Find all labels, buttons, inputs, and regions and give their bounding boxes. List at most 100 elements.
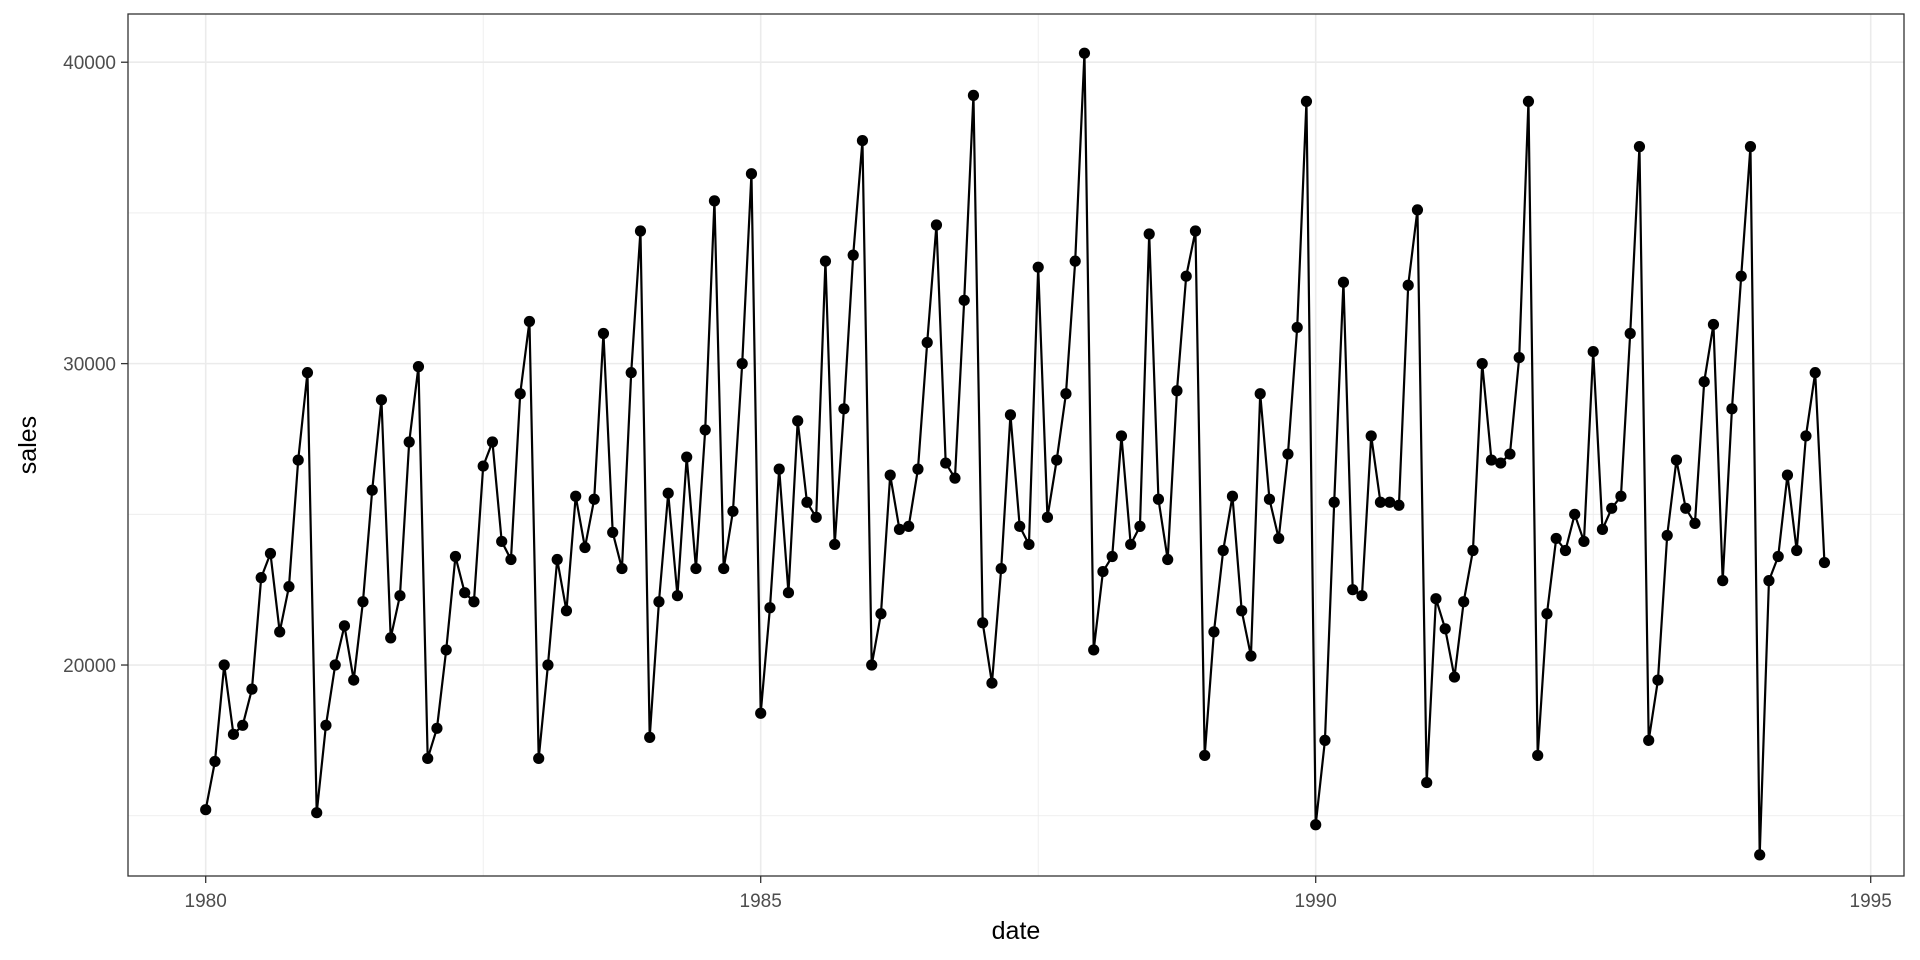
- data-point: [1162, 553, 1174, 566]
- data-point: [283, 581, 295, 593]
- data-point: [440, 644, 452, 656]
- data-point: [921, 336, 933, 349]
- data-point: [1596, 523, 1609, 535]
- data-point: [1134, 520, 1146, 532]
- data-point: [1467, 544, 1479, 557]
- data-point: [995, 562, 1007, 575]
- data-point: [1421, 776, 1433, 789]
- data-point: [1125, 538, 1137, 551]
- data-point: [977, 617, 989, 629]
- series-layer: [200, 47, 1831, 861]
- data-point: [1069, 255, 1081, 267]
- data-point: [1004, 409, 1017, 421]
- data-point: [1661, 529, 1673, 542]
- data-point: [486, 436, 499, 448]
- y-axis-title: sales: [14, 416, 42, 474]
- data-point: [607, 526, 619, 539]
- data-point: [459, 587, 471, 599]
- data-point: [588, 493, 600, 505]
- plot-background: [128, 14, 1904, 876]
- x-tick-label: 1980: [185, 891, 227, 912]
- data-point: [1652, 674, 1664, 686]
- data-point: [1513, 351, 1525, 364]
- data-point: [671, 590, 684, 602]
- data-point: [1698, 376, 1710, 388]
- data-point: [1347, 584, 1359, 596]
- data-point: [301, 367, 314, 379]
- data-point: [1818, 556, 1831, 569]
- data-point: [1569, 508, 1581, 520]
- data-point: [1606, 502, 1618, 514]
- data-point: [1448, 671, 1461, 683]
- data-point: [311, 807, 323, 819]
- data-point: [200, 804, 212, 816]
- data-point: [708, 195, 721, 207]
- x-tick-label: 1995: [1850, 891, 1892, 912]
- data-point: [1809, 367, 1821, 379]
- data-point: [681, 451, 693, 463]
- data-point: [366, 484, 378, 496]
- data-point: [1402, 279, 1414, 291]
- data-point: [847, 249, 859, 261]
- data-point: [1217, 544, 1229, 557]
- data-point: [570, 490, 582, 502]
- data-point: [662, 487, 674, 499]
- major-gridlines: [128, 14, 1904, 876]
- data-point: [690, 562, 702, 575]
- data-point: [967, 89, 980, 101]
- data-point: [1189, 225, 1202, 237]
- data-point: [533, 752, 545, 765]
- data-point: [477, 460, 489, 472]
- data-point: [930, 219, 943, 231]
- data-point: [1254, 388, 1266, 400]
- data-point: [348, 674, 360, 686]
- data-point: [237, 719, 249, 731]
- data-point: [505, 553, 517, 566]
- y-tick-label: 20000: [63, 656, 116, 677]
- data-point: [903, 520, 915, 532]
- data-point: [1670, 454, 1683, 466]
- data-point: [1772, 550, 1784, 563]
- data-point: [1791, 544, 1803, 557]
- data-point: [496, 535, 508, 548]
- data-point: [782, 587, 795, 599]
- plot-border: [127, 13, 1905, 877]
- data-point: [773, 463, 785, 475]
- data-point: [1032, 261, 1044, 273]
- data-point: [246, 683, 258, 695]
- data-point: [1115, 430, 1128, 442]
- data-point: [1578, 535, 1590, 548]
- data-point: [866, 659, 878, 671]
- series-line: [204, 52, 1826, 856]
- data-point: [394, 590, 406, 602]
- data-point: [1263, 493, 1276, 505]
- data-point: [1291, 321, 1303, 334]
- data-point: [449, 550, 462, 563]
- data-point: [412, 361, 425, 373]
- data-point: [551, 553, 563, 566]
- axis-ticks: [121, 61, 1872, 883]
- data-point: [1411, 204, 1424, 216]
- data-point: [1541, 608, 1553, 620]
- data-point: [699, 424, 711, 436]
- data-point: [292, 454, 304, 466]
- data-point: [1781, 469, 1794, 481]
- data-point: [634, 225, 647, 237]
- data-point: [431, 722, 443, 734]
- y-tick-label: 40000: [63, 53, 116, 74]
- data-point: [1559, 544, 1572, 557]
- data-point: [1171, 385, 1183, 397]
- data-point: [274, 626, 286, 638]
- data-point: [514, 388, 526, 400]
- data-point: [422, 752, 434, 765]
- data-point: [468, 596, 480, 608]
- data-point: [1180, 270, 1192, 282]
- data-point: [1014, 520, 1026, 532]
- data-point: [1800, 430, 1812, 442]
- data-point: [1152, 493, 1165, 505]
- data-point: [209, 755, 221, 768]
- data-point: [403, 436, 415, 448]
- data-point: [1106, 550, 1118, 563]
- data-point: [958, 294, 970, 306]
